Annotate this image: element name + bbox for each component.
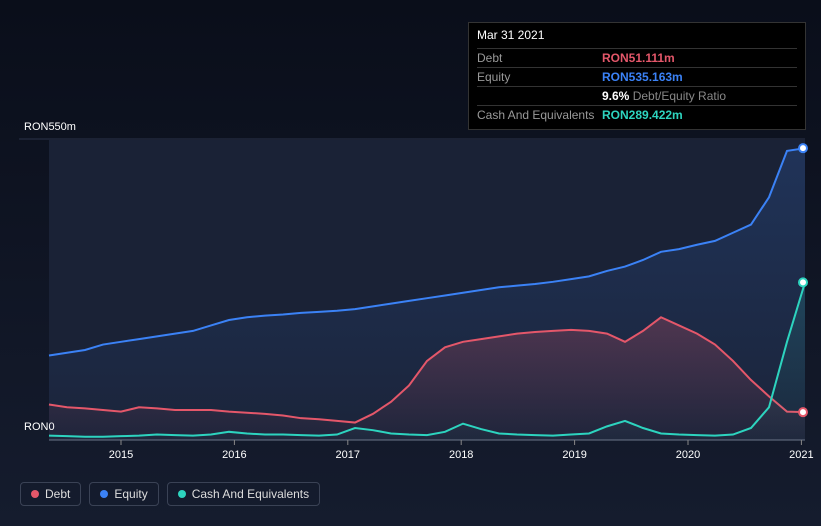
legend-item-equity[interactable]: Equity	[89, 482, 158, 506]
tooltip-row-label: Cash And Equivalents	[477, 108, 602, 122]
legend-label: Equity	[114, 487, 147, 501]
legend-label: Debt	[45, 487, 70, 501]
x-axis-label: 2015	[109, 449, 133, 461]
chart-legend: Debt Equity Cash And Equivalents	[20, 482, 320, 506]
legend-dot	[31, 490, 39, 498]
tooltip-row-label	[477, 89, 602, 103]
tooltip-row: 9.6% Debt/Equity Ratio	[477, 86, 797, 105]
tooltip-row-value: RON535.163m	[602, 70, 683, 84]
tooltip-row: Cash And EquivalentsRON289.422m	[477, 105, 797, 124]
y-axis-min-label: RON0	[24, 421, 55, 433]
tooltip-row: DebtRON51.111m	[477, 48, 797, 67]
tooltip-row-value: 9.6% Debt/Equity Ratio	[602, 89, 726, 103]
legend-label: Cash And Equivalents	[192, 487, 309, 501]
x-axis-label: 2018	[449, 449, 473, 461]
tooltip-row-value: RON289.422m	[602, 108, 683, 122]
tooltip-date: Mar 31 2021	[477, 28, 797, 46]
tooltip-row-value: RON51.111m	[602, 51, 675, 65]
legend-item-debt[interactable]: Debt	[20, 482, 81, 506]
tooltip-row-label: Equity	[477, 70, 602, 84]
x-axis-label: 2021	[789, 449, 813, 461]
y-axis-max-label: RON550m	[24, 121, 76, 133]
chart-tooltip: Mar 31 2021 DebtRON51.111mEquityRON535.1…	[468, 22, 806, 130]
tooltip-row: EquityRON535.163m	[477, 67, 797, 86]
x-axis-label: 2017	[336, 449, 360, 461]
legend-item-cash-and-equivalents[interactable]: Cash And Equivalents	[167, 482, 320, 506]
x-axis-label: 2016	[222, 449, 246, 461]
legend-dot	[100, 490, 108, 498]
tooltip-row-label: Debt	[477, 51, 602, 65]
x-axis-label: 2020	[676, 449, 700, 461]
legend-dot	[178, 490, 186, 498]
x-axis-label: 2019	[562, 449, 586, 461]
